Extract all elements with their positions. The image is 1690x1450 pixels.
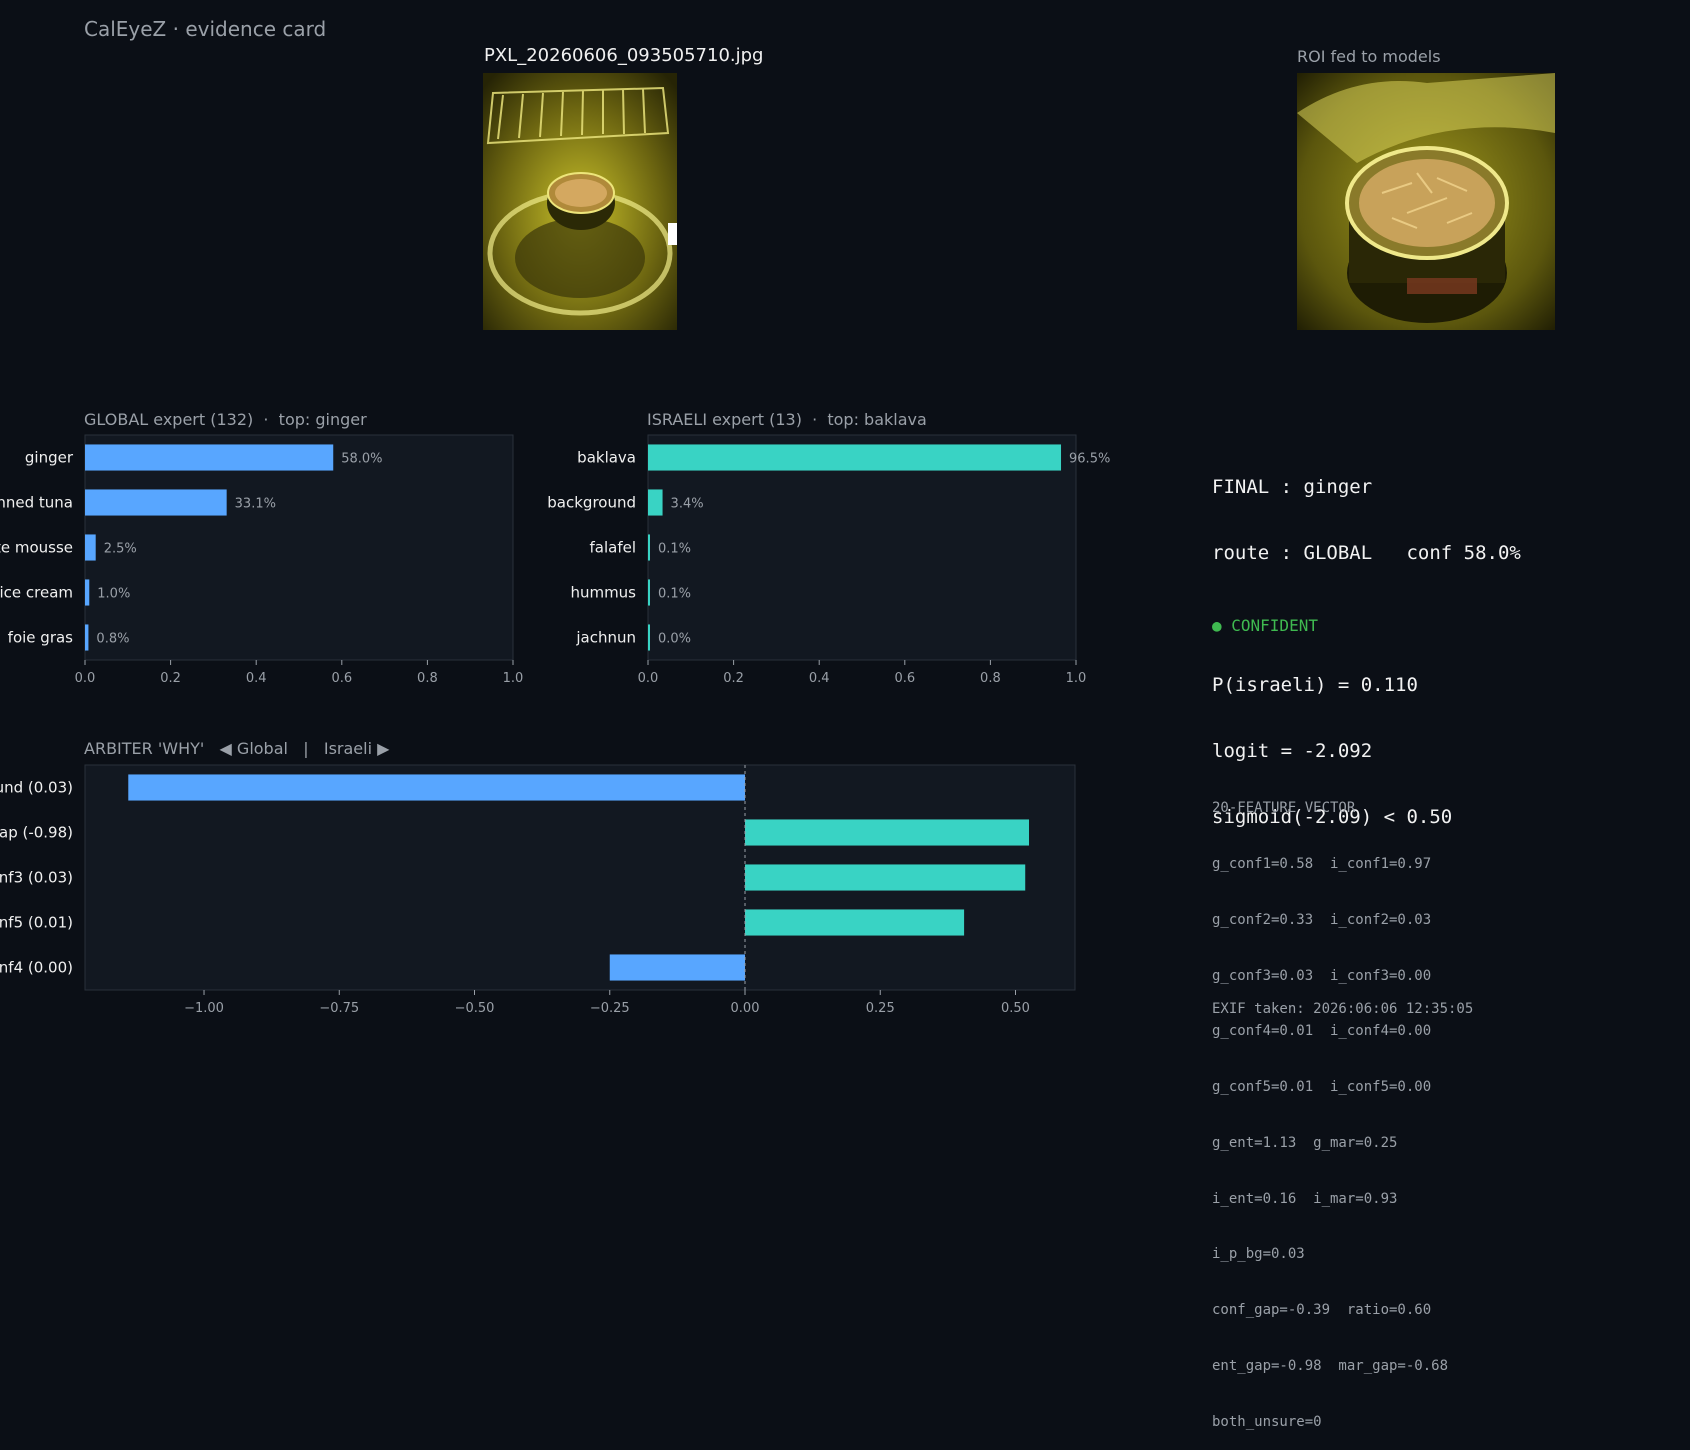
feature-line: i_p_bg=0.03 bbox=[1212, 1246, 1305, 1263]
tick-label: 0.25 bbox=[866, 1001, 895, 1016]
bar bbox=[648, 579, 650, 606]
tick-label: 0.8 bbox=[417, 671, 438, 686]
data-label: 2.5% bbox=[104, 542, 137, 557]
tick-label: 0.2 bbox=[160, 671, 181, 686]
bar bbox=[648, 624, 650, 651]
tick-label: 0.00 bbox=[731, 1001, 760, 1016]
category-label: ginger bbox=[25, 449, 74, 467]
feature-line: g_conf3=0.03 i_conf3=0.00 bbox=[1212, 967, 1432, 984]
final-line: sigmoid(-2.09) < 0.50 bbox=[1212, 806, 1453, 828]
page-title: CalEyeZ · evidence card bbox=[84, 17, 327, 41]
feature-line: both_unsure=0 bbox=[1212, 1413, 1322, 1430]
tick-label: −0.25 bbox=[590, 1001, 630, 1016]
bar bbox=[648, 489, 663, 516]
category-label: g_conf3 (0.03) bbox=[0, 869, 73, 888]
tick-label: 0.2 bbox=[723, 671, 744, 686]
bar bbox=[745, 819, 1030, 846]
tick-label: −0.50 bbox=[455, 1001, 495, 1016]
tick-label: −1.00 bbox=[184, 1001, 224, 1016]
bar bbox=[745, 909, 965, 936]
category-label: g_conf4 (0.00) bbox=[0, 959, 73, 978]
bar bbox=[648, 534, 650, 561]
image-filename: PXL_20260606_093505710.jpg bbox=[484, 45, 764, 66]
category-label: background bbox=[547, 494, 636, 512]
bar bbox=[85, 579, 90, 606]
final-line: logit = -2.092 bbox=[1212, 740, 1373, 762]
data-label: 0.0% bbox=[658, 632, 691, 647]
feature-line: i_ent=0.16 i_mar=0.93 bbox=[1212, 1190, 1398, 1207]
tick-label: 0.0 bbox=[638, 671, 659, 686]
tick-label: 0.6 bbox=[331, 671, 352, 686]
israeli-panel-title: ISRAELI expert (13) · top: baklava bbox=[647, 410, 927, 429]
tick-label: 0.8 bbox=[980, 671, 1001, 686]
category-label: falafel bbox=[589, 539, 636, 557]
category-label: chocolate mousse bbox=[0, 539, 73, 557]
category-label: ent_gap (-0.98) bbox=[0, 824, 73, 843]
feature-line: ent_gap=-0.98 mar_gap=-0.68 bbox=[1212, 1358, 1449, 1374]
source-photo bbox=[483, 73, 677, 330]
final-line: FINAL : ginger bbox=[1212, 476, 1373, 498]
category-label: jachnun bbox=[575, 629, 636, 647]
global-panel-title: GLOBAL expert (132) · top: ginger bbox=[84, 410, 367, 429]
feature-vector-title: 20-FEATURE VECTOR bbox=[1212, 800, 1356, 817]
arbiter-chart: i_p_background (0.03) ent_gap (-0.98) g_co… bbox=[0, 764, 1076, 1016]
tick-label: 1.0 bbox=[503, 671, 524, 686]
final-decision: FINAL : ginger route : GLOBAL conf 58.0%… bbox=[1212, 432, 1521, 850]
data-label: 0.1% bbox=[658, 587, 691, 602]
tick-label: 0.0 bbox=[75, 671, 96, 686]
data-label: 1.0% bbox=[97, 587, 130, 602]
feature-vector: 20-FEATURE VECTOR g_conf1=0.58 i_conf1=0… bbox=[1212, 762, 1448, 1450]
data-label: 33.1% bbox=[235, 497, 276, 512]
final-line: route : GLOBAL conf 58.0% bbox=[1212, 542, 1521, 564]
feature-line: g_conf5=0.01 i_conf5=0.00 bbox=[1212, 1079, 1432, 1096]
data-label: 3.4% bbox=[671, 497, 704, 512]
roi-photo bbox=[1297, 73, 1555, 330]
bar bbox=[648, 444, 1062, 471]
plot-area bbox=[84, 434, 514, 661]
bar bbox=[85, 489, 227, 516]
arbiter-panel-title: ARBITER 'WHY' ◀ Global | Israeli ▶ bbox=[84, 739, 390, 758]
tick-label: 1.0 bbox=[1066, 671, 1087, 686]
global-expert-chart: ginger 58.0% canned tuna 33.1% chocolate mou… bbox=[0, 434, 524, 686]
data-label: 58.0% bbox=[341, 452, 382, 467]
israeli-expert-chart: baklava 96.5% background 3.4% falafel 0.1% hum… bbox=[547, 434, 1110, 686]
final-line: P(israeli) = 0.110 bbox=[1212, 674, 1418, 696]
category-label: g_conf5 (0.01) bbox=[0, 914, 73, 933]
tick-label: −0.75 bbox=[319, 1001, 359, 1016]
feature-line: g_conf4=0.01 i_conf4=0.00 bbox=[1212, 1023, 1432, 1040]
status-badge: ● CONFIDENT bbox=[1212, 616, 1318, 635]
category-label: i_p_background (0.03) bbox=[0, 779, 73, 798]
tick-label: 0.6 bbox=[894, 671, 915, 686]
category-label: hummus bbox=[570, 584, 636, 602]
tick-label: 0.4 bbox=[809, 671, 830, 686]
bar bbox=[85, 534, 96, 561]
bar bbox=[128, 774, 745, 801]
feature-line: g_ent=1.13 g_mar=0.25 bbox=[1212, 1134, 1398, 1151]
tick-label: 0.50 bbox=[1001, 1001, 1030, 1016]
feature-line: g_conf1=0.58 i_conf1=0.97 bbox=[1212, 855, 1432, 872]
category-label: canned tuna bbox=[0, 494, 73, 512]
feature-line: conf_gap=-0.39 ratio=0.60 bbox=[1212, 1302, 1432, 1319]
feature-line: g_conf2=0.33 i_conf2=0.03 bbox=[1212, 911, 1432, 928]
tick-label: 0.4 bbox=[246, 671, 267, 686]
category-label: baklava bbox=[577, 449, 636, 467]
bar bbox=[85, 444, 334, 471]
bar bbox=[85, 624, 89, 651]
roi-label: ROI fed to models bbox=[1297, 47, 1441, 66]
exif-timestamp: EXIF taken: 2026:06:06 12:35:05 bbox=[1212, 1001, 1474, 1017]
data-label: 0.8% bbox=[96, 632, 129, 647]
category-label: foie gras bbox=[8, 629, 74, 647]
bar bbox=[609, 954, 745, 981]
category-label: ice cream bbox=[0, 584, 73, 602]
bar bbox=[745, 864, 1026, 891]
data-label: 96.5% bbox=[1069, 452, 1110, 467]
data-label: 0.1% bbox=[658, 542, 691, 557]
